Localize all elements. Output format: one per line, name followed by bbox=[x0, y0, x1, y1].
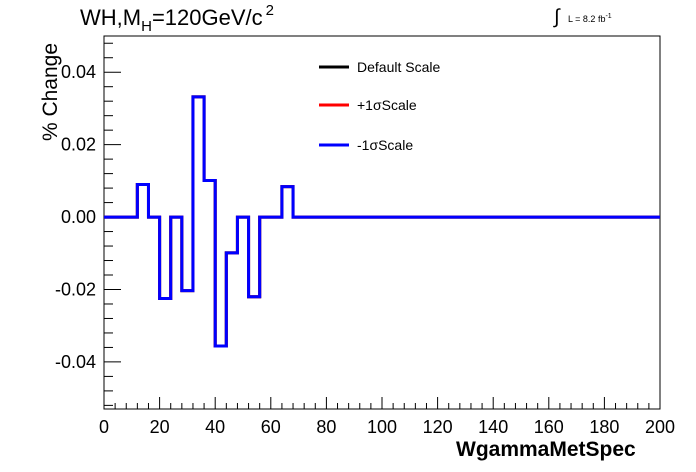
title-subscript: H bbox=[141, 18, 152, 35]
y-tick-label: 0.04 bbox=[61, 62, 96, 82]
x-tick-label: 20 bbox=[150, 417, 170, 437]
series-group bbox=[104, 95, 660, 348]
y-tick-label: -0.02 bbox=[55, 279, 96, 299]
plot-frame bbox=[103, 35, 661, 410]
title-prefix: WH,M bbox=[80, 5, 142, 30]
series-line-2 bbox=[104, 95, 660, 348]
chart-title: WH,MH=120GeV/c 2 bbox=[80, 2, 274, 35]
x-tick-label: 100 bbox=[367, 417, 397, 437]
integral-icon: ∫ bbox=[554, 6, 560, 28]
luminosity-text: L = 8.2 fb bbox=[568, 14, 606, 24]
x-axis-title: WgammaMetSpec bbox=[456, 438, 636, 461]
y-tick-label: -0.04 bbox=[55, 352, 96, 372]
y-tick-label: 0.00 bbox=[61, 207, 96, 227]
x-tick-label: 60 bbox=[261, 417, 281, 437]
legend-markers bbox=[319, 65, 349, 147]
legend-label-minus-sigma: -1σScale bbox=[357, 137, 414, 153]
legend-label-default: Default Scale bbox=[357, 59, 441, 75]
title-superscript: 2 bbox=[265, 2, 274, 19]
x-tick-label: 0 bbox=[99, 417, 109, 437]
y-tick-label: 0.02 bbox=[61, 135, 96, 155]
x-tick-label: 140 bbox=[478, 417, 508, 437]
x-tick-label: 40 bbox=[205, 417, 225, 437]
x-tick-label: 120 bbox=[423, 417, 453, 437]
x-tick-label: 80 bbox=[316, 417, 336, 437]
luminosity-unit-exponent: -1 bbox=[605, 13, 612, 20]
x-tick-label: 200 bbox=[645, 417, 675, 437]
x-tick-label: 160 bbox=[534, 417, 564, 437]
y-axis-title: % Change bbox=[39, 42, 62, 142]
x-tick-label: 180 bbox=[589, 417, 619, 437]
y-axis: -0.04 -0.02 0.00 0.02 0.04 bbox=[55, 42, 121, 406]
series-line-1 bbox=[104, 95, 660, 348]
legend-label-plus-sigma: +1σScale bbox=[357, 97, 417, 113]
title-value: =120GeV/c bbox=[151, 5, 263, 30]
series-line-3 bbox=[104, 95, 660, 348]
luminosity-label: ∫ L = 8.2 fb-1 bbox=[554, 6, 612, 28]
x-axis: 0 20 40 60 80 100 120 140 160 180 200 bbox=[99, 397, 675, 437]
